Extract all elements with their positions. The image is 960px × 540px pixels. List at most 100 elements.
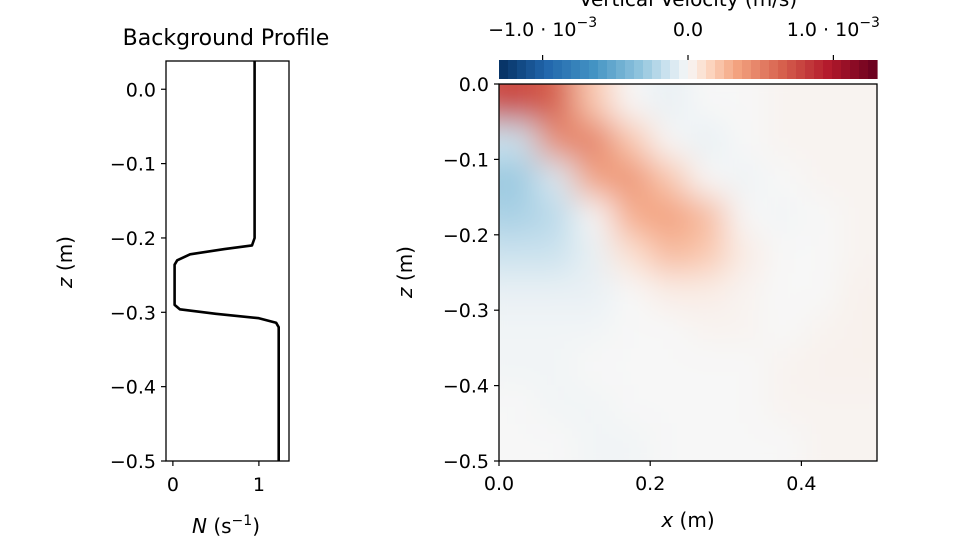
colorbar-segment: [643, 60, 653, 79]
heatmap-cell: [574, 423, 614, 461]
heatmap-cell: [499, 272, 538, 312]
heatmap-cell: [536, 347, 576, 387]
heatmap-frame: [498, 83, 878, 462]
colorbar-segment: [517, 60, 527, 79]
colorbar-segment: [580, 60, 590, 79]
colorbar-segment: [571, 60, 581, 79]
profile-panel: Background Profile 0.0 −0.1 −0.2 −0.3 −0.4 −0…: [53, 26, 329, 538]
heatmap-ytick-label: −0.4: [443, 376, 489, 398]
colorbar-segment: [769, 60, 779, 79]
profile-ylabel-unit: (m): [53, 236, 77, 277]
heatmap-cell: [536, 385, 576, 425]
colorbar-segment: [805, 60, 815, 79]
heatmap-cell: [688, 197, 727, 236]
profile-ytick-label: −0.2: [110, 228, 156, 250]
heatmap-cell: [763, 423, 803, 461]
heatmap-cell: [688, 423, 727, 461]
heatmap-cell: [536, 121, 576, 161]
heatmap-cell: [725, 234, 765, 274]
heatmap-cell: [688, 385, 727, 425]
heatmap-cell: [688, 272, 727, 312]
heatmap-cell: [612, 234, 652, 274]
heatmap-xlabel-var: x: [660, 508, 673, 532]
heatmap-cell: [839, 84, 877, 123]
heatmap-cell: [612, 121, 652, 161]
heatmap-cell: [763, 234, 803, 274]
heatmap-cell: [839, 197, 877, 236]
heatmap-cell: [499, 121, 538, 161]
heatmap-cell: [839, 310, 877, 349]
colorbar-tick-mantissa: 1.0 · 10: [787, 19, 860, 41]
heatmap-xlabel: x (m): [660, 508, 714, 532]
colorbar-segment: [607, 60, 617, 79]
heatmap-ytick-label: −0.3: [443, 300, 489, 322]
heatmap-cell: [839, 272, 877, 312]
colorbar-segment: [724, 60, 734, 79]
heatmap-xtick-label: 0.0: [484, 473, 514, 495]
colorbar-segment: [814, 60, 824, 79]
heatmap-cell: [688, 347, 727, 387]
colorbar-segment: [697, 60, 707, 79]
heatmap-cell: [536, 310, 576, 349]
colorbar-segment: [706, 60, 716, 79]
colorbar-segment: [751, 60, 761, 79]
heatmap-cell: [801, 310, 841, 349]
profile-xlabel-unit: (s: [213, 514, 231, 538]
heatmap-cell: [725, 159, 765, 199]
colorbar-segment: [661, 60, 671, 79]
heatmap-cell: [499, 234, 538, 274]
colorbar-segment: [679, 60, 689, 79]
heatmap-cell: [574, 121, 614, 161]
heatmap-cell: [763, 310, 803, 349]
heatmap-cell: [612, 347, 652, 387]
heatmap-ytick-label: −0.1: [443, 149, 489, 171]
heatmap-cell: [763, 385, 803, 425]
colorbar-segment: [868, 60, 878, 79]
colorbar-segment: [715, 60, 725, 79]
colorbar-segment: [553, 60, 563, 79]
colorbar-segment: [535, 60, 545, 79]
profile-xlabel: N (s−1): [192, 513, 260, 538]
heatmap-cell: [612, 310, 652, 349]
heatmap-cell: [499, 84, 538, 123]
heatmap-cell: [650, 234, 689, 274]
heatmap-cell: [650, 347, 689, 387]
colorbar-segment: [562, 60, 572, 79]
colorbar-segment: [823, 60, 833, 79]
heatmap-cell: [574, 272, 614, 312]
heatmap-ytick-label: −0.5: [443, 451, 489, 473]
heatmap-cell: [839, 347, 877, 387]
heatmap-ytick-label: −0.2: [443, 225, 489, 247]
profile-ytick-label: −0.1: [110, 154, 156, 176]
heatmap-cell: [574, 347, 614, 387]
colorbar-tick-mantissa: 0.0: [673, 19, 703, 41]
heatmap-cell: [801, 423, 841, 461]
heatmap-cell: [725, 385, 765, 425]
heatmap-cell: [574, 385, 614, 425]
colorbar-tick-exponent: −3: [859, 15, 880, 31]
heatmap-cell: [574, 234, 614, 274]
heatmap-cell: [650, 423, 689, 461]
heatmap-cell: [725, 197, 765, 236]
colorbar-tick-mantissa: −1.0 · 10: [488, 19, 576, 41]
colorbar-tick-label: −1.0 · 10−3: [488, 15, 597, 41]
colorbar-segment: [670, 60, 680, 79]
heatmap-xlabel-unit: (m): [673, 508, 714, 532]
heatmap-cell: [612, 84, 652, 123]
heatmap-cell: [763, 159, 803, 199]
heatmap-cell: [536, 197, 576, 236]
colorbar-tick-label: 1.0 · 10−3: [787, 15, 880, 41]
profile-frame: [165, 60, 290, 462]
profile-xlabel-var: N: [192, 514, 207, 538]
profile-ylabel: z (m): [53, 236, 77, 289]
colorbar-segment: [616, 60, 626, 79]
heatmap-cell: [688, 234, 727, 274]
heatmap-cell: [650, 84, 689, 123]
heatmap-cell: [650, 310, 689, 349]
heatmap-cell: [801, 84, 841, 123]
heatmap-cell: [650, 121, 689, 161]
colorbar-segment: [688, 60, 698, 79]
profile-xtick-label: 1: [253, 474, 265, 496]
colorbar-segment: [760, 60, 770, 79]
profile-xlabel-exp: −1: [232, 513, 253, 529]
